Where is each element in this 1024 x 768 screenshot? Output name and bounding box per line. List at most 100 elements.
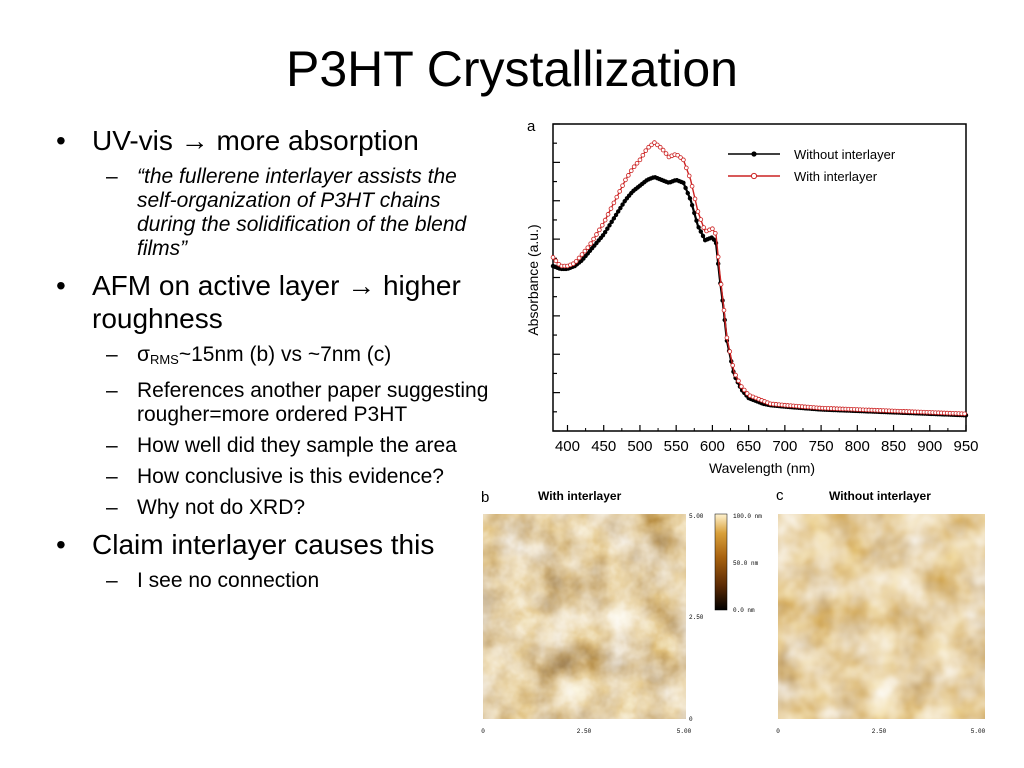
data-point (634, 160, 640, 166)
afm-b-ytick-mid: 2.50 (689, 614, 704, 621)
data-point (686, 173, 692, 179)
data-point (626, 173, 631, 178)
data-point (614, 194, 620, 200)
data-point (652, 140, 657, 145)
data-point (741, 387, 747, 393)
data-point (611, 200, 617, 206)
afm-b-xtick-1: 2.50 (577, 728, 592, 735)
afm-b-ytick-top: 5.00 (689, 513, 704, 520)
data-point (608, 206, 614, 211)
sub-bullet-item: – σRMS~15nm (b) vs ~7nm (c) (48, 343, 498, 372)
x-axis-label: Wavelength (nm) (709, 460, 815, 476)
data-point (591, 236, 596, 242)
data-point (617, 189, 622, 194)
colorbar-tick-mid: 50.0 nm (733, 560, 759, 567)
data-point (739, 384, 744, 389)
data-point (609, 219, 614, 225)
data-point (721, 307, 727, 313)
data-point (616, 209, 621, 214)
data-point (553, 258, 559, 264)
afm-image-b (483, 514, 686, 719)
bullet-item: • UV-vis → more absorption (48, 124, 498, 157)
sub-bullet-item: – “the fullerene interlayer assists the s… (48, 165, 498, 261)
legend-marker-red (750, 172, 758, 180)
data-point (573, 259, 579, 264)
sub-bullet-list: – “the fullerene interlayer assists the s… (48, 165, 498, 261)
data-point (597, 227, 602, 233)
dash-icon: – (106, 569, 118, 592)
data-point (681, 180, 686, 185)
data-point (700, 233, 706, 239)
afm-b-ytick-bot: 0 (689, 716, 693, 723)
data-point (550, 255, 556, 260)
x-tick-label: 550 (664, 438, 689, 455)
data-point (602, 229, 608, 235)
data-point (582, 248, 588, 254)
data-point (715, 254, 721, 260)
sub-bullet-text: Why not do XRD? (137, 496, 306, 519)
data-point (599, 222, 605, 228)
sub-bullet-item: – Why not do XRD? (48, 496, 498, 520)
sub-bullet-text: References another paper suggesting roug… (137, 379, 489, 426)
colorbar-tick-bot: 0.0 nm (733, 607, 755, 614)
sub-bullet-text: I see no connection (137, 569, 320, 592)
data-point (683, 185, 688, 191)
afm-panel-c: c Without interlayer 0 2.50 5.00 (776, 487, 986, 735)
bullet-text: Claim interlayer causes this (92, 529, 435, 560)
data-point (713, 231, 718, 236)
panel-label-b: b (481, 489, 489, 506)
data-point (698, 217, 704, 222)
sub-bullet-text: How well did they sample the area (137, 434, 457, 457)
data-point (685, 190, 690, 196)
dash-icon: – (106, 496, 118, 519)
series-line (552, 175, 967, 417)
series-line (552, 141, 967, 415)
data-point (655, 142, 660, 148)
data-point (588, 241, 593, 246)
data-point (962, 411, 967, 417)
legend-marker-black (751, 151, 757, 157)
sigma-symbol: σ (137, 343, 150, 366)
data-point (628, 168, 634, 174)
data-point (646, 144, 651, 150)
data-point (620, 202, 625, 207)
data-point (649, 142, 654, 148)
data-point (678, 155, 683, 160)
afm-c-xtick-1: 2.50 (872, 728, 887, 735)
data-point (611, 216, 617, 221)
y-ticks (553, 123, 560, 432)
data-point (730, 363, 735, 368)
data-point (660, 147, 666, 153)
data-point (600, 233, 606, 238)
bullet-dot-icon: • (56, 529, 66, 560)
x-tick-label: 500 (627, 438, 652, 455)
data-point (640, 152, 646, 158)
afm-b-xtick-0: 0 (481, 728, 485, 735)
data-point (744, 391, 750, 396)
data-point (607, 223, 612, 228)
afm-b-xtick-2: 5.00 (677, 728, 692, 735)
afm-panel-b: b With interlayer 5.00 2.50 0 0 2.50 5.0… (481, 489, 704, 735)
afm-c-title: Without interlayer (829, 489, 931, 503)
data-point (657, 144, 663, 150)
legend-label-without: Without interlayer (794, 147, 896, 162)
sub-bullet-item: – I see no connection (48, 569, 498, 593)
x-tick-label: 650 (736, 438, 761, 455)
data-point (613, 212, 619, 218)
data-point (602, 217, 608, 223)
colorbar-gradient (714, 513, 728, 611)
x-tick-label: 750 (809, 438, 834, 455)
data-point (643, 148, 649, 153)
dash-icon: – (106, 165, 118, 188)
data-point (570, 261, 576, 267)
sub-bullet-list: – σRMS~15nm (b) vs ~7nm (c) – References an… (48, 343, 498, 520)
panel-label-c: c (776, 487, 784, 504)
data-point (623, 177, 628, 183)
data-point (684, 165, 689, 171)
sub-bullet-list: – I see no connection (48, 569, 498, 593)
sub-bullet-item: – How well did they sample the area (48, 434, 498, 458)
sub-bullet-item: – How conclusive is this evidence? (48, 465, 498, 489)
data-point (637, 157, 643, 163)
colorbar-tick-top: 100.0 nm (733, 513, 762, 520)
